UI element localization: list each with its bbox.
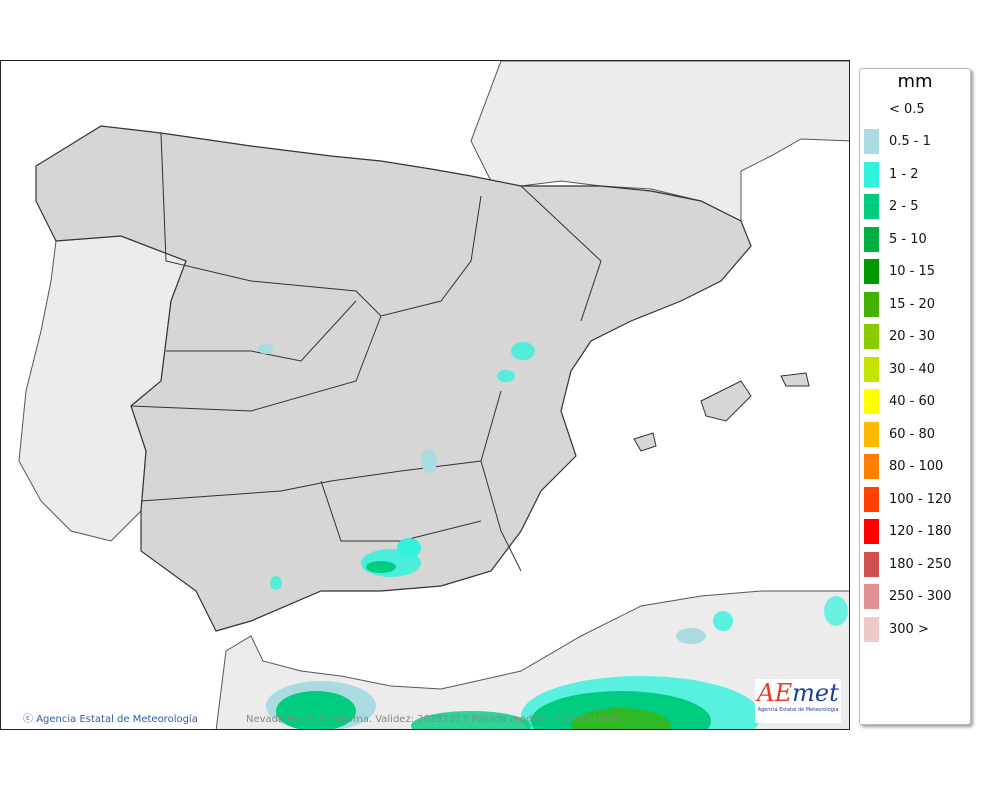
region-borders: [130, 132, 602, 572]
legend-item: < 0.5: [864, 96, 925, 122]
legend-swatch: [864, 356, 879, 382]
legend-label: 2 - 5: [889, 199, 919, 214]
legend-label: 0.5 - 1: [889, 134, 931, 149]
legend-item: 180 - 250: [864, 551, 952, 577]
legend-swatch: [864, 584, 879, 609]
legend-item: 10 - 15: [864, 259, 935, 285]
legend-item: 2 - 5: [864, 194, 919, 220]
legend-item: 120 - 180: [864, 519, 952, 545]
ibiza: [633, 432, 657, 452]
legend-swatch: [864, 161, 879, 187]
legend-swatch: [864, 129, 879, 154]
legend-swatch: [864, 324, 879, 349]
legend-label: 1 - 2: [889, 166, 919, 182]
legend-swatch: [864, 97, 879, 122]
snowfall-areas: [258, 342, 848, 729]
legend-label: 180 - 250: [889, 556, 952, 572]
agency-credit[interactable]: ⓒ Agencia Estatal de Meteorología: [23, 714, 198, 725]
mallorca: [700, 380, 752, 422]
legend-label: 300 >: [889, 621, 929, 637]
legend-label: 250 - 300: [889, 589, 952, 604]
legend-item: 20 - 30: [864, 324, 935, 350]
legend-item: 5 - 10: [864, 226, 927, 252]
legend-item: 80 - 100: [864, 454, 943, 480]
legend-label: 120 - 180: [889, 524, 952, 539]
legend-swatch: [864, 389, 879, 414]
legend: mm < 0.5 0.5 - 1 1 - 2 2 - 5 5 - 10 10 - 15 15…: [859, 68, 971, 725]
map-canvas: [18, 61, 849, 729]
legend-item: 60 - 80: [864, 421, 935, 447]
legend-label: 100 - 120: [889, 491, 952, 507]
legend-item: 250 - 300: [864, 584, 952, 610]
legend-label: < 0.5: [889, 101, 925, 117]
legend-swatch: [864, 259, 879, 284]
legend-unit: mm: [897, 71, 933, 92]
agency-credit-text: Agencia Estatal de Meteorología: [36, 714, 198, 725]
legend-label: 20 - 30: [889, 329, 936, 344]
legend-label: 30 - 40: [889, 361, 936, 377]
legend-swatch: [864, 519, 879, 544]
legend-item: 0.5 - 1: [864, 129, 931, 155]
legend-swatch: [864, 486, 879, 512]
legend-item: 30 - 40: [864, 356, 935, 382]
legend-swatch: [864, 551, 879, 577]
legend-item: 1 - 2: [864, 161, 919, 187]
legend-swatch: [864, 226, 879, 252]
legend-label: 80 - 100: [889, 459, 944, 474]
spain-land: [35, 125, 752, 632]
legend-label: 5 - 10: [889, 231, 927, 247]
legend-swatch: [864, 616, 879, 642]
legend-swatch: [864, 421, 879, 447]
legend-item: 100 - 120: [864, 486, 952, 512]
legend-item: 300 >: [864, 616, 929, 642]
legend-swatch: [864, 194, 879, 219]
menorca: [780, 372, 810, 387]
legend-label: 40 - 60: [889, 394, 936, 409]
legend-swatch: [864, 454, 879, 479]
legend-item: 40 - 60: [864, 389, 935, 415]
legend-label: 60 - 80: [889, 426, 936, 442]
legend-label: 15 - 20: [889, 296, 936, 312]
aemet-logo: AEmet Agencia Estatal de Meteorología: [755, 679, 841, 723]
snowfall-map[interactable]: ⓒ Agencia Estatal de Meteorología Nevada…: [0, 60, 850, 730]
legend-label: 10 - 15: [889, 264, 936, 279]
legend-swatch: [864, 291, 879, 317]
map-caption: Nevada en 24 h máxima. Validez: 20251217…: [246, 714, 618, 725]
legend-item: 15 - 20: [864, 291, 935, 317]
